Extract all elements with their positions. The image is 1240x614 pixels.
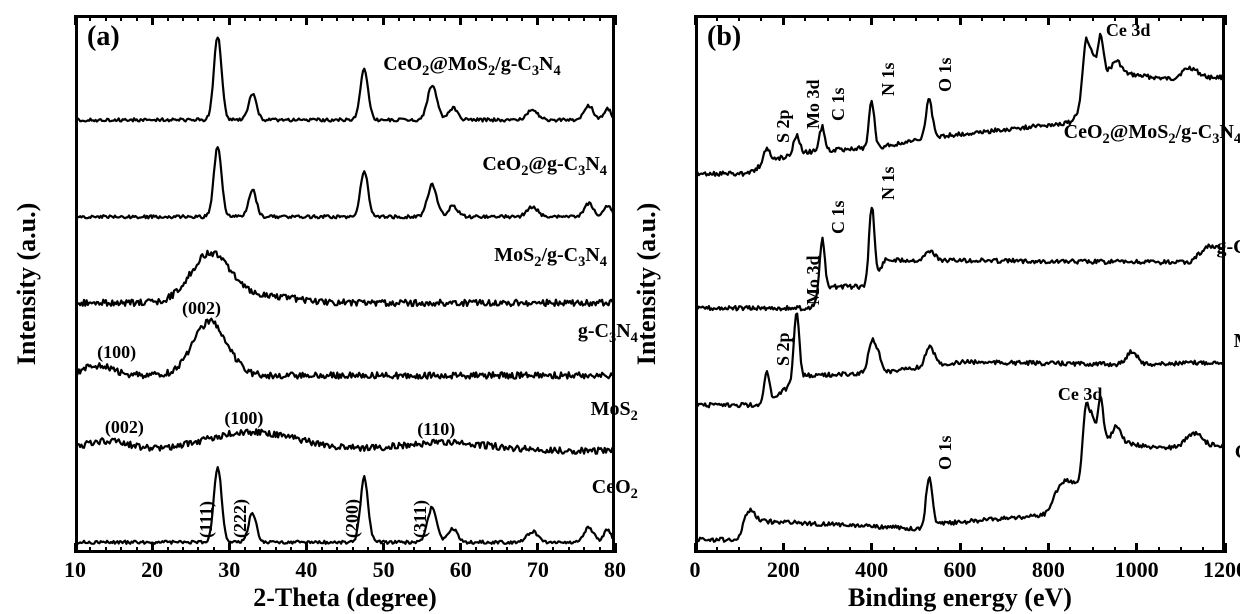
panel_b-peak-label: S 2p [773,332,794,366]
panel_b-peak-label: Ce 3d [1106,20,1151,41]
figure-root: (a)Intensity (a.u.)2-Theta (degree)10203… [0,0,1240,614]
panel_b-peak-label: O 1s [935,436,956,471]
panel_b-peak-label: Ce 3d [1058,384,1103,405]
panel_b-series-label-MoS2: MoS2 [1061,330,1240,357]
panel_b-trace-CeO2MoS2gC3N4 [695,34,1225,176]
panel_b-peak-label: S 2p [773,109,794,143]
panel_b-series-label-gC3N4: g-C3N4 [1056,236,1240,263]
panel_b-peak-label: N 1s [878,166,899,200]
panel_b-svg [0,0,1240,614]
panel_b-peak-label: C 1s [828,200,849,234]
panel_b-peak-label: Mo 3d [803,256,824,306]
panel_b-peak-label: O 1s [935,57,956,92]
panel_b-peak-label: N 1s [878,62,899,96]
panel_b-peak-label: Mo 3d [803,80,824,130]
panel_b-peak-label: C 1s [828,87,849,121]
panel_b-series-label-CeO2MoS2gC3N4: CeO2@MoS2/g-C3N4 [1021,121,1240,148]
panel_b-trace-CeO2 [695,396,1225,542]
panel_b-series-label-CeO2: CeO2 [1061,441,1240,468]
